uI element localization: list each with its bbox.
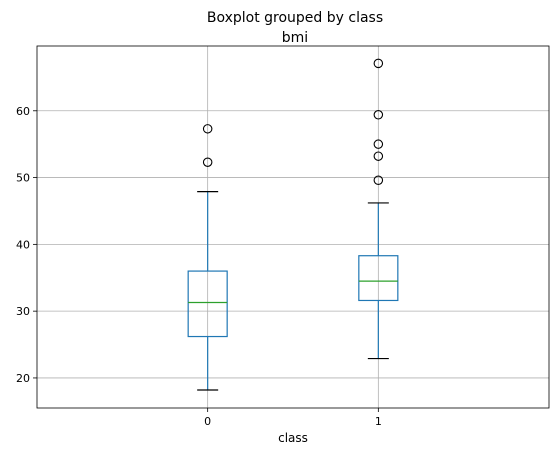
- y-tick-label: 60: [16, 105, 30, 118]
- box-group: [188, 59, 398, 390]
- chart-subtitle: bmi: [282, 30, 308, 46]
- x-axis-label: class: [278, 431, 308, 445]
- grid-lines: [37, 46, 549, 408]
- y-tick-label: 40: [16, 238, 30, 251]
- x-tick-label: 0: [204, 415, 211, 428]
- axis-ticks: 20 30 40 50 60 0 1: [16, 105, 382, 428]
- x-tick-label: 1: [375, 415, 382, 428]
- plot-frame: [37, 46, 549, 408]
- y-tick-label: 50: [16, 172, 30, 185]
- y-tick-label: 20: [16, 372, 30, 385]
- chart-title: Boxplot grouped by class: [207, 10, 383, 26]
- y-tick-label: 30: [16, 305, 30, 318]
